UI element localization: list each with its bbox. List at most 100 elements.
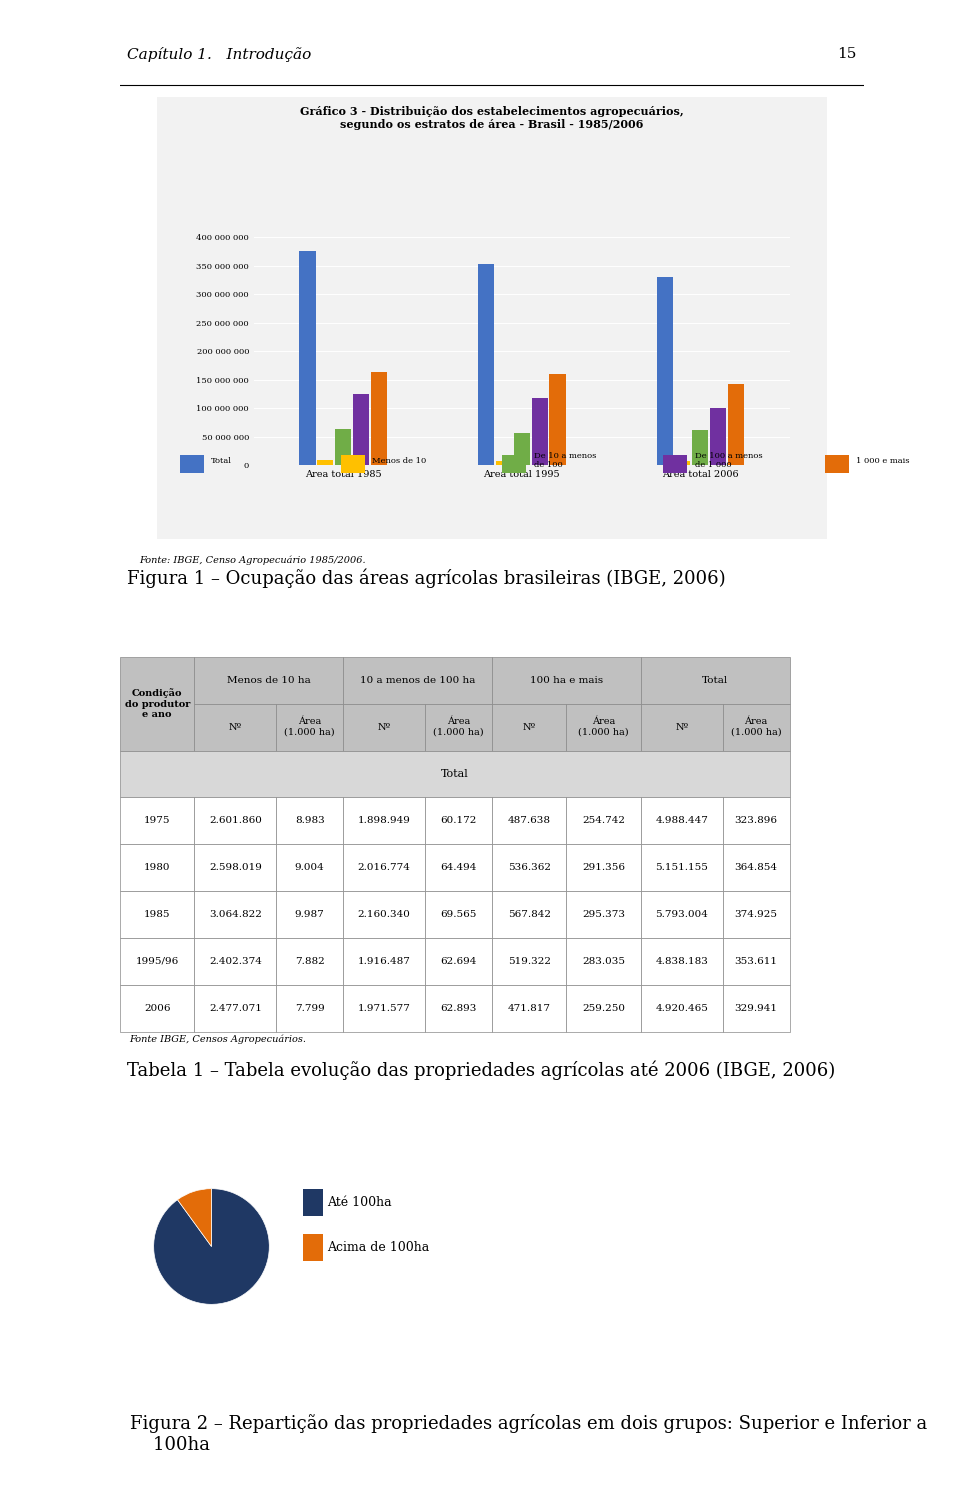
Text: Fonte IBGE, Censos Agropecuários.: Fonte IBGE, Censos Agropecuários.	[130, 1034, 306, 1045]
Text: Área
(1.000 ha): Área (1.000 ha)	[578, 718, 629, 738]
Text: De 10 a menos
de 100: De 10 a menos de 100	[534, 453, 596, 469]
Bar	[723, 703, 789, 751]
Bar	[425, 844, 492, 890]
Text: Área
(1.000 ha): Área (1.000 ha)	[284, 718, 335, 738]
Text: Área
(1.000 ha): Área (1.000 ha)	[433, 718, 484, 738]
Text: 471.817: 471.817	[508, 1004, 551, 1013]
Bar	[344, 890, 425, 938]
Text: Condição
do produtor
e ano: Condição do produtor e ano	[125, 688, 190, 720]
Bar	[194, 844, 276, 890]
Text: 4.988.447: 4.988.447	[656, 817, 708, 826]
Text: Total: Total	[702, 676, 729, 685]
Bar	[318, 460, 333, 465]
Bar	[353, 394, 369, 465]
Bar	[566, 985, 641, 1031]
Bar	[194, 657, 344, 703]
Text: 5.151.155: 5.151.155	[656, 863, 708, 872]
Text: Capítulo 1.   Introdução: Capítulo 1. Introdução	[128, 48, 312, 63]
Bar	[492, 844, 566, 890]
Bar	[492, 938, 566, 985]
Text: 5.793.004: 5.793.004	[656, 910, 708, 919]
Text: 60.172: 60.172	[441, 817, 477, 826]
Text: 1 000 e mais: 1 000 e mais	[856, 457, 910, 465]
Bar	[194, 938, 276, 985]
Text: 291.356: 291.356	[582, 863, 625, 872]
Text: 364.854: 364.854	[734, 863, 778, 872]
Text: Total: Total	[441, 769, 468, 779]
Text: 1.916.487: 1.916.487	[358, 956, 411, 965]
Bar	[344, 657, 492, 703]
Bar	[641, 938, 723, 985]
Text: De 100 a menos
de 1 000: De 100 a menos de 1 000	[695, 453, 762, 469]
Text: 536.362: 536.362	[508, 863, 551, 872]
Text: 2.402.374: 2.402.374	[209, 956, 262, 965]
Bar	[194, 703, 276, 751]
Bar	[425, 890, 492, 938]
Bar	[657, 277, 673, 465]
Text: 3.064.822: 3.064.822	[209, 910, 262, 919]
Text: Área
(1.000 ha): Área (1.000 ha)	[731, 718, 781, 738]
Text: Total: Total	[211, 457, 232, 465]
Bar	[492, 797, 566, 844]
Bar	[425, 703, 492, 751]
Bar	[276, 938, 344, 985]
Bar	[723, 985, 789, 1031]
Text: 15: 15	[837, 48, 856, 61]
Text: Figura 1 – Ocupação das áreas agrícolas brasileiras (IBGE, 2006): Figura 1 – Ocupação das áreas agrícolas …	[128, 568, 726, 588]
Bar	[641, 797, 723, 844]
Text: Menos de 10 ha: Menos de 10 ha	[227, 676, 311, 685]
Bar	[335, 429, 351, 465]
Text: 283.035: 283.035	[582, 956, 625, 965]
Bar	[344, 985, 425, 1031]
Bar	[723, 938, 789, 985]
Text: Até 100ha: Até 100ha	[327, 1196, 392, 1208]
Text: 1975: 1975	[144, 817, 171, 826]
Text: 1980: 1980	[144, 863, 171, 872]
Text: Tabela 1 – Tabela evolução das propriedades agrícolas até 2006 (IBGE, 2006): Tabela 1 – Tabela evolução das proprieda…	[128, 1060, 836, 1079]
Text: 9.987: 9.987	[295, 910, 324, 919]
Text: Menos de 10: Menos de 10	[372, 457, 427, 465]
Wedge shape	[154, 1189, 270, 1304]
Bar	[492, 890, 566, 938]
Text: 4.920.465: 4.920.465	[656, 1004, 708, 1013]
Bar	[728, 384, 744, 465]
Bar	[478, 264, 494, 465]
Text: 1.971.577: 1.971.577	[358, 1004, 411, 1013]
Bar	[641, 703, 723, 751]
Text: 2006: 2006	[144, 1004, 171, 1013]
Bar	[194, 890, 276, 938]
Bar	[344, 844, 425, 890]
Text: Nº: Nº	[675, 723, 688, 732]
Text: 1995/96: 1995/96	[135, 956, 179, 965]
Bar	[641, 985, 723, 1031]
Bar	[723, 797, 789, 844]
Bar	[344, 703, 425, 751]
Bar	[566, 797, 641, 844]
Text: Acima de 100ha: Acima de 100ha	[327, 1241, 430, 1253]
Bar	[120, 797, 194, 844]
Bar	[641, 657, 789, 703]
Bar	[710, 408, 726, 465]
Text: 2.160.340: 2.160.340	[358, 910, 411, 919]
Bar	[276, 797, 344, 844]
Text: 69.565: 69.565	[441, 910, 477, 919]
Text: 8.983: 8.983	[295, 817, 324, 826]
Text: Nº: Nº	[228, 723, 242, 732]
Text: 329.941: 329.941	[734, 1004, 778, 1013]
Text: 353.611: 353.611	[734, 956, 778, 965]
Bar	[566, 844, 641, 890]
Text: Gráfico 3 - Distribuição dos estabelecimentos agropecuários,
segundo os estratos: Gráfico 3 - Distribuição dos estabelecim…	[300, 106, 684, 130]
Bar	[566, 703, 641, 751]
Bar	[120, 844, 194, 890]
Bar	[120, 890, 194, 938]
Text: 10 a menos de 100 ha: 10 a menos de 100 ha	[360, 676, 475, 685]
Text: 323.896: 323.896	[734, 817, 778, 826]
Bar	[194, 985, 276, 1031]
Bar	[566, 938, 641, 985]
Bar	[723, 890, 789, 938]
Bar	[425, 985, 492, 1031]
Bar	[723, 844, 789, 890]
Text: 62.694: 62.694	[441, 956, 477, 965]
Text: 1985: 1985	[144, 910, 171, 919]
Text: 487.638: 487.638	[508, 817, 551, 826]
